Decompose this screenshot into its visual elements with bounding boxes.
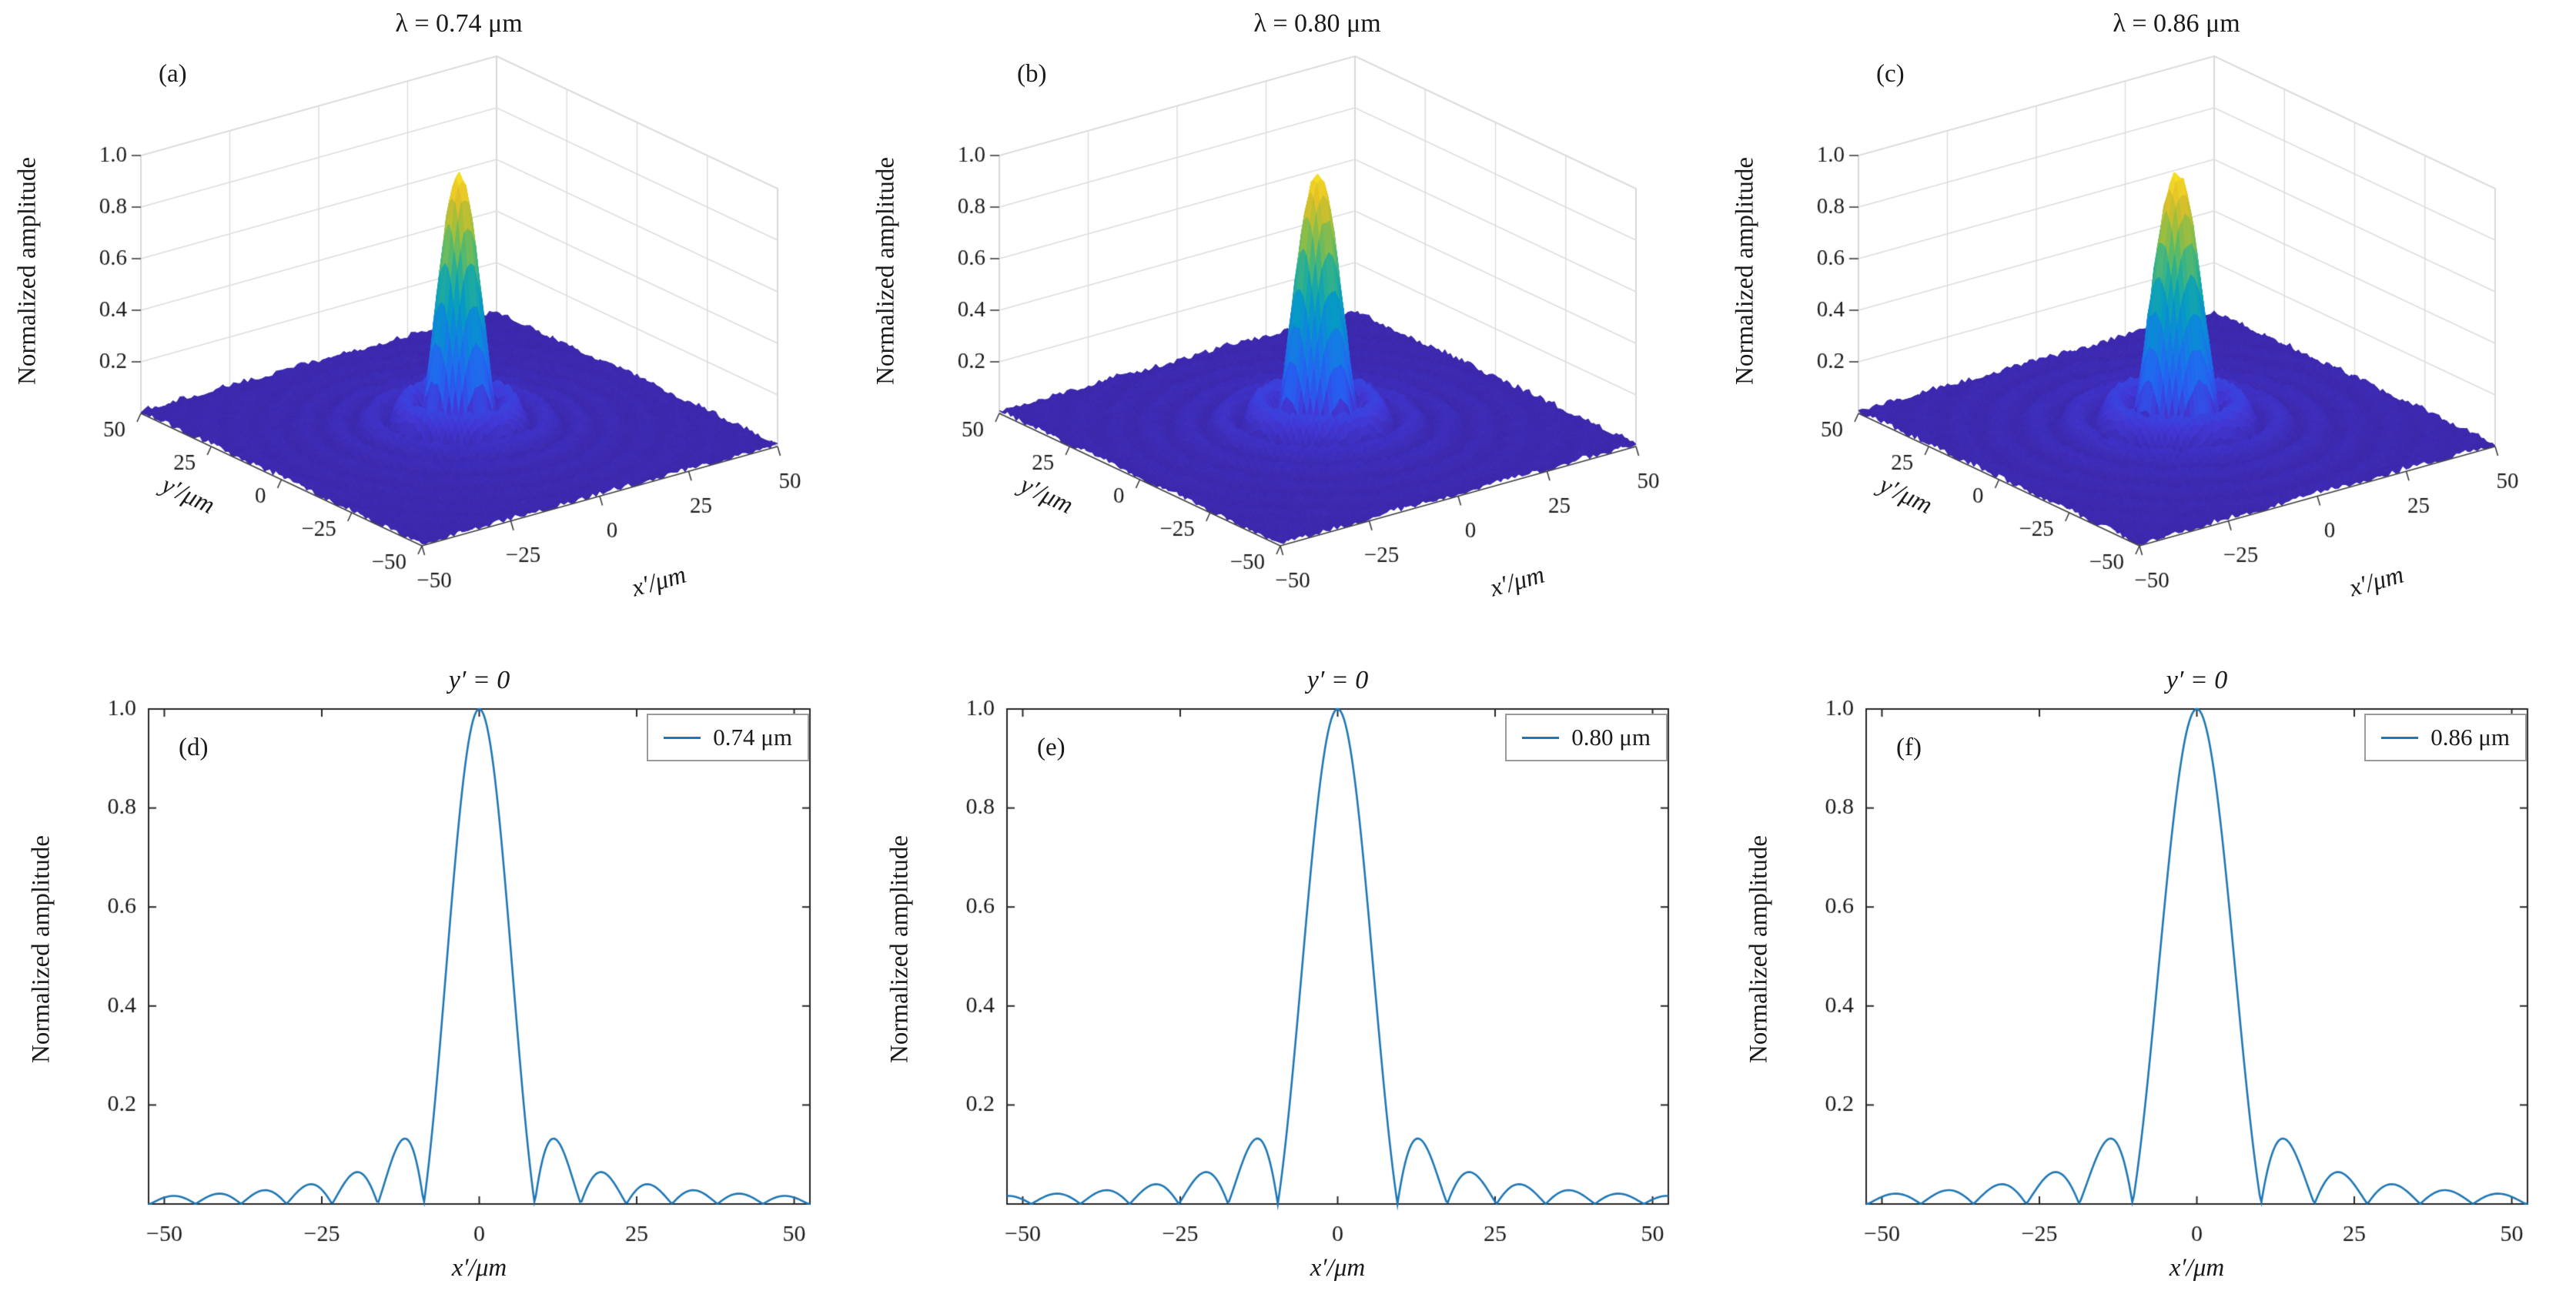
legend-label: 0.80 μm <box>1571 724 1651 751</box>
legend: 0.86 μm <box>2364 714 2527 761</box>
legend-line-sample <box>2381 737 2418 739</box>
surface-plot-canvas-b <box>858 0 1717 655</box>
legend-line-sample <box>664 737 701 739</box>
legend-line-sample <box>1522 737 1559 739</box>
panel-letter: (b) <box>1017 60 1046 89</box>
panel-e-profile: y′ = 0 (e) Normalized amplitude x′/μm 0.… <box>858 655 1717 1311</box>
panel-letter: (d) <box>179 734 208 762</box>
panel-d-profile: y′ = 0 (d) Normalized amplitude x′/μm 0.… <box>0 655 858 1311</box>
panel-c-surface: λ = 0.86 μm (c) Normalized amplitude x′/… <box>1718 0 2576 656</box>
panel-b-surface: λ = 0.80 μm (b) Normalized amplitude x′/… <box>858 0 1717 656</box>
z-axis-label: Normalized amplitude <box>1731 157 1760 385</box>
panel-f-profile: y′ = 0 (f) Normalized amplitude x′/μm 0.… <box>1718 655 2576 1311</box>
legend-label: 0.86 μm <box>2430 724 2510 751</box>
figure: λ = 0.74 μm (a) Normalized amplitude x′/… <box>0 0 2576 1311</box>
panel-letter: (e) <box>1037 734 1066 762</box>
plot-title: y′ = 0 <box>958 666 1717 695</box>
legend: 0.74 μm <box>647 714 809 761</box>
panel-letter: (c) <box>1876 60 1905 89</box>
panel-a-surface: λ = 0.74 μm (a) Normalized amplitude x′/… <box>0 0 858 656</box>
surface-plot-canvas-a <box>0 0 858 655</box>
x-axis-label: x′/μm <box>1818 1254 2576 1283</box>
x-axis-label: x′/μm <box>958 1254 1717 1283</box>
plot-title: λ = 0.74 μm <box>74 9 844 38</box>
panel-letter: (a) <box>159 60 187 89</box>
legend: 0.80 μm <box>1505 714 1668 761</box>
plot-title: y′ = 0 <box>1818 666 2576 695</box>
legend-label: 0.74 μm <box>713 724 792 751</box>
x-axis-label: x′/μm <box>100 1254 858 1283</box>
z-axis-label: Normalized amplitude <box>14 157 42 385</box>
plot-title: λ = 0.80 μm <box>932 9 1702 38</box>
y-axis-label: Normalized amplitude <box>886 835 915 1063</box>
surface-plot-canvas-c <box>1718 0 2576 655</box>
plot-title: λ = 0.86 μm <box>1791 9 2561 38</box>
y-axis-label: Normalized amplitude <box>28 835 56 1063</box>
y-axis-label: Normalized amplitude <box>1745 835 1774 1063</box>
plot-title: y′ = 0 <box>100 666 858 695</box>
panel-letter: (f) <box>1896 734 1922 762</box>
z-axis-label: Normalized amplitude <box>872 157 901 385</box>
